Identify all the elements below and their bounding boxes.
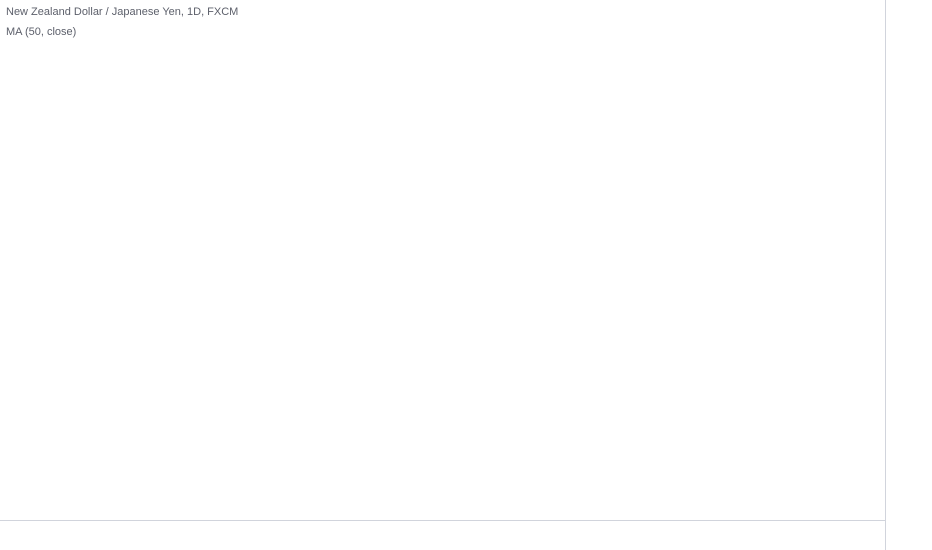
indicator-name: MA (50, close) [6, 26, 76, 38]
chart-title: New Zealand Dollar / Japanese Yen, 1D, F… [6, 6, 238, 18]
